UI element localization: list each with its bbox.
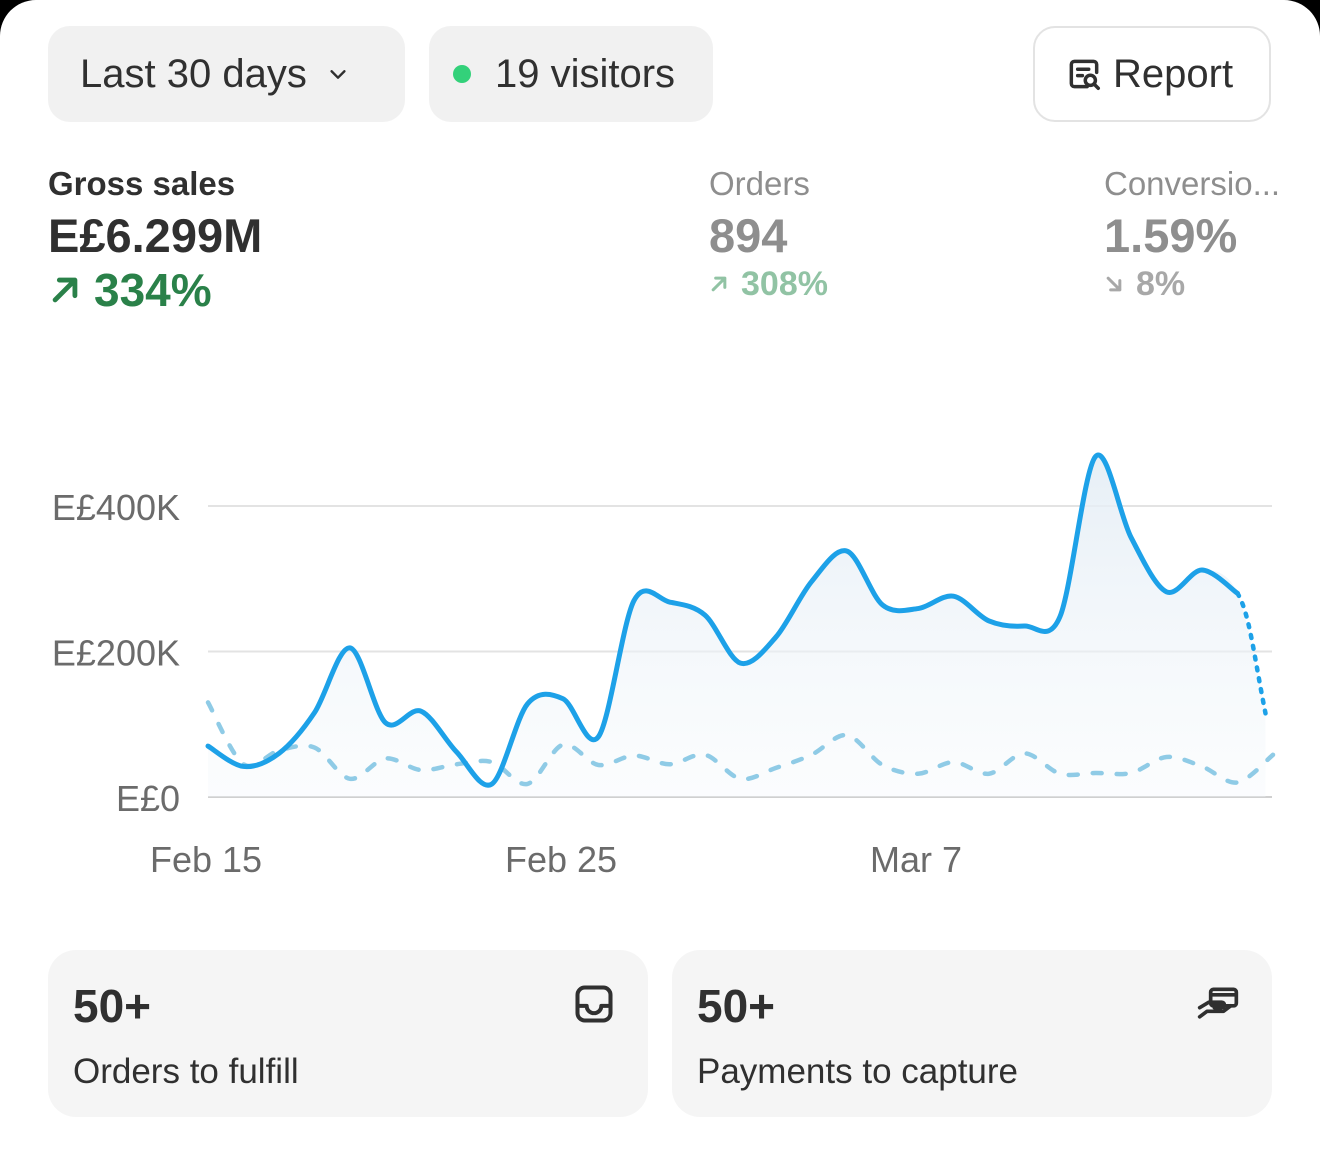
x-tick-label: Feb 25	[505, 839, 617, 880]
tile-label: Orders to fulfill	[73, 1052, 299, 1091]
x-tick-label: Feb 15	[150, 839, 262, 880]
area-fill	[208, 455, 1266, 797]
metric-value: E£6.299M	[48, 209, 263, 262]
series-line-current	[205, 452, 1240, 788]
live-status-dot	[453, 65, 471, 83]
metric-label: Orders	[709, 165, 810, 202]
tile-count: 50+	[697, 980, 776, 1032]
tile-label: Payments to capture	[697, 1052, 1018, 1091]
metric-delta-value: 8%	[1136, 265, 1186, 303]
arrow-down-right-icon	[1106, 276, 1122, 292]
x-tick-label: Mar 7	[870, 839, 962, 880]
metric-gross-sales[interactable]: Gross sales E£6.299M 334%	[48, 164, 262, 316]
series-line-previous	[205, 700, 1276, 787]
report-button[interactable]: Report	[1033, 26, 1271, 122]
date-range-label: Last 30 days	[80, 51, 307, 96]
hand-card-icon	[1197, 987, 1239, 1019]
y-tick-label: E£0	[116, 778, 180, 819]
metric-delta: 8%	[1104, 264, 1320, 304]
report-search-icon	[1069, 59, 1100, 90]
arrow-up-right-icon	[52, 277, 78, 303]
chevron-down-icon	[330, 70, 346, 79]
metric-orders[interactable]: Orders 894 308%	[709, 164, 828, 304]
metric-value: 1.59%	[1104, 209, 1238, 262]
y-tick-label: E£200K	[52, 633, 180, 674]
arrow-up-right-icon	[711, 276, 727, 292]
date-range-selector[interactable]: Last 30 days	[48, 26, 405, 122]
orders-to-fulfill-card[interactable]: 50+ Orders to fulfill	[48, 950, 648, 1117]
visitors-label: 19 visitors	[495, 51, 676, 96]
metric-conversion[interactable]: Conversio... 1.59% 8%	[1104, 164, 1320, 304]
metric-delta-value: 334%	[94, 264, 212, 316]
metric-value: 894	[709, 209, 788, 262]
metric-delta-value: 308%	[741, 265, 828, 303]
y-tick-label: E£400K	[52, 487, 180, 528]
tile-count: 50+	[73, 980, 152, 1032]
report-label: Report	[1113, 51, 1234, 96]
metric-label: Conversio...	[1104, 165, 1281, 202]
gross-sales-chart: E£400K E£200K E£0 Feb 15 Feb 25 Mar 7	[52, 452, 1276, 880]
metric-label: Gross sales	[48, 165, 236, 202]
inbox-icon	[575, 985, 613, 1023]
metric-delta: 334%	[48, 264, 262, 316]
metric-delta: 308%	[709, 264, 828, 304]
live-visitors-button[interactable]: 19 visitors	[429, 26, 713, 122]
payments-to-capture-card[interactable]: 50+ Payments to capture	[672, 950, 1272, 1117]
series-line-projection	[1235, 591, 1268, 716]
